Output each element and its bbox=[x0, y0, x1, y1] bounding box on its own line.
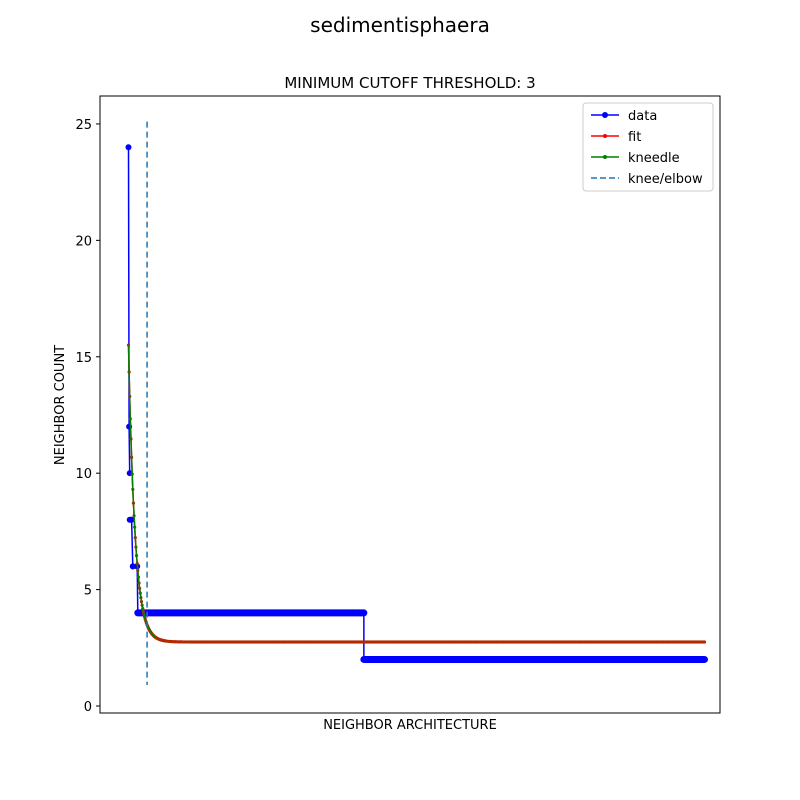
legend-box bbox=[582, 102, 714, 192]
data-line-segment bbox=[130, 519, 134, 567]
chart-title: MINIMUM CUTOFF THRESHOLD: 3 bbox=[284, 74, 535, 92]
data-line-segment bbox=[136, 566, 139, 613]
x-axis-label: NEIGHBOR ARCHITECTURE bbox=[323, 718, 497, 733]
series-kneedle bbox=[127, 345, 157, 639]
legend-label: data bbox=[628, 109, 657, 124]
legend-item: knee/elbow bbox=[591, 172, 703, 187]
plot-area: 0 5 10 15 20 25 bbox=[75, 95, 721, 715]
series-fit-point bbox=[702, 640, 707, 644]
y-axis: 0 5 10 15 20 25 bbox=[75, 118, 100, 715]
data-point bbox=[125, 144, 132, 151]
legend-marker bbox=[602, 112, 608, 118]
figure-suptitle: sedimentisphaera bbox=[310, 13, 490, 37]
legend-item: data bbox=[591, 109, 657, 124]
series-fit bbox=[126, 343, 707, 644]
legend-item: kneedle bbox=[591, 151, 680, 166]
y-tick-label: 15 bbox=[75, 351, 92, 366]
legend-label: fit bbox=[628, 130, 641, 145]
legend-label: kneedle bbox=[628, 151, 680, 166]
legend-marker bbox=[603, 134, 607, 138]
y-tick-label: 10 bbox=[75, 467, 92, 482]
data-point bbox=[129, 563, 136, 570]
y-tick-label: 25 bbox=[75, 118, 92, 133]
legend-item: fit bbox=[591, 130, 641, 145]
y-axis-label: NEIGHBOR COUNT bbox=[53, 345, 68, 465]
kneedle-line bbox=[127, 345, 157, 639]
chart-marks bbox=[125, 121, 709, 686]
y-tick-label: 20 bbox=[75, 234, 92, 249]
series-data bbox=[125, 144, 709, 663]
legend: data fit kneedle knee/elbow bbox=[582, 102, 714, 192]
legend-label: knee/elbow bbox=[628, 172, 703, 187]
legend-marker bbox=[603, 155, 607, 159]
y-tick-label: 5 bbox=[84, 584, 92, 599]
y-tick-label: 0 bbox=[84, 700, 92, 715]
data-point bbox=[128, 516, 135, 523]
axes-frame bbox=[99, 95, 721, 714]
